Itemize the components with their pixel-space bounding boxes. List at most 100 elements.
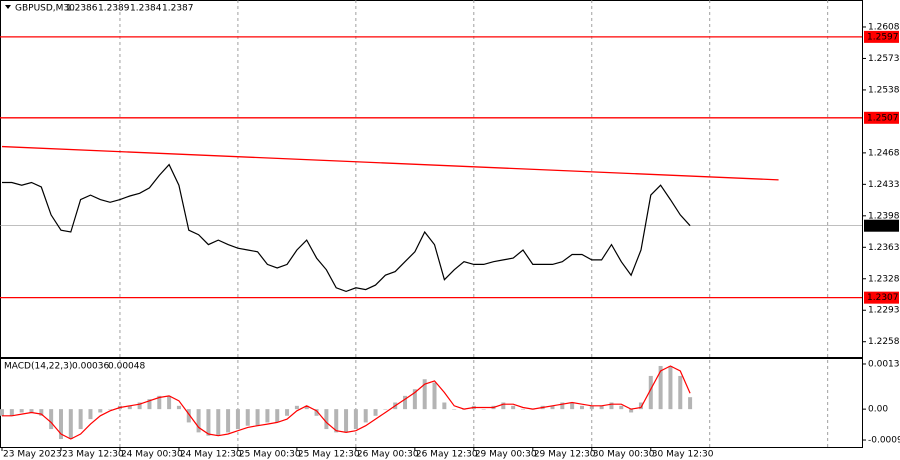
macd-bar [216,409,221,436]
y-tick-label: 1.2573 [868,54,900,64]
macd-bar [383,409,388,410]
y-tick-label: 1.2433 [868,180,900,190]
macd-bar [353,409,358,430]
macd-bar [186,409,191,423]
macd-bar [294,405,299,410]
ohlc-low: 1.2384 [130,4,162,14]
y-tick-label: 0.00136 [868,359,900,369]
x-tick-label: 24 May 00:30 [121,450,183,460]
macd-bar [412,389,417,410]
macd-bar [0,409,4,416]
x-tick-label: 29 May 12:30 [534,450,596,460]
macd-bar [167,395,172,410]
y-tick-label: 0.00 [868,405,888,415]
macd-bar [334,409,339,433]
y-tick-label: 1.2293 [868,306,900,316]
price-panel [0,0,863,358]
macd-bar [19,409,24,413]
macd-bar [137,402,142,410]
macd-bar [442,402,447,410]
macd-bar [245,409,250,426]
macd-panel [0,358,863,448]
macd-bar [422,379,427,410]
y-tick-label: -0.00093 [868,436,900,446]
macd-bar [629,409,634,413]
macd-bar [39,409,44,416]
macd-bar [206,409,211,436]
macd-bar [88,409,93,420]
macd-bar [108,409,113,410]
level-label-box [864,30,899,43]
macd-bar [49,409,54,430]
symbol-title: GBPUSD,M30 [15,4,75,14]
macd-bar [235,409,240,430]
menu-arrow[interactable] [5,5,11,9]
macd-bar [579,405,584,410]
y-tick-label: 1.2258 [868,337,900,347]
macd-bar [688,397,693,410]
macd-bar [589,405,594,410]
macd-bar [481,409,486,410]
macd-bar [344,409,349,433]
x-tick-label: 23 May 2023 [3,450,62,460]
level-label-box [864,291,899,304]
macd-bar [570,402,575,410]
x-tick-label: 26 May 00:30 [357,450,419,460]
macd-bar [58,409,63,440]
macd-bar [432,382,437,410]
macd-bar [68,409,73,440]
ohlc-open: 1.2386 [66,4,98,14]
macd-bar [157,395,162,410]
macd-bar [176,405,181,410]
macd-bar [550,405,555,410]
macd-bar [520,409,525,410]
macd-bar [226,409,231,433]
macd-bar [255,409,260,426]
macd-bar [609,402,614,410]
macd-bar [304,405,309,410]
macd-bar [324,409,329,430]
macd-bar [285,409,290,416]
level-label: 1.2597 [867,32,899,42]
macd-bar [29,409,34,413]
trendline [1,145,779,181]
macd-bar [265,409,270,423]
macd-bar [560,402,565,410]
y-tick-label: 1.2608 [868,22,900,32]
macd-bar [501,402,506,410]
macd-bar [619,405,624,410]
x-tick-label: 24 May 12:30 [180,450,242,460]
macd-bar [275,409,280,423]
macd-bar [638,402,643,410]
macd-bar [668,365,673,410]
macd-bar [196,409,201,433]
y-tick-label: 1.2328 [868,274,900,284]
macd-bar [648,375,653,410]
macd-bar [127,405,132,410]
y-tick-label: 1.2398 [868,211,900,221]
level-label-box [864,111,899,124]
price-line [2,163,691,293]
macd-bar [78,409,83,430]
current-price-box [864,219,899,232]
ohlc-high: 1.2389 [98,4,130,14]
x-tick-label: 25 May 00:30 [239,450,301,460]
macd-bar [678,375,683,410]
y-tick-label: 1.2363 [868,243,900,253]
y-tick-label: 1.2538 [868,85,900,95]
macd-bar [511,405,516,410]
signal-line [2,365,691,440]
macd-bar [403,395,408,410]
x-tick-label: 30 May 12:30 [652,450,714,460]
x-tick-label: 23 May 12:30 [62,450,124,460]
macd-bar [363,409,368,423]
level-label: 1.2307 [867,293,899,303]
x-tick-label: 25 May 12:30 [298,450,360,460]
macd-bar [9,409,14,416]
x-tick-label: 26 May 12:30 [416,450,478,460]
macd-bar [373,409,378,416]
signal-value: 0.00048 [108,362,145,372]
current-price-label: 1.2387 [867,221,899,231]
